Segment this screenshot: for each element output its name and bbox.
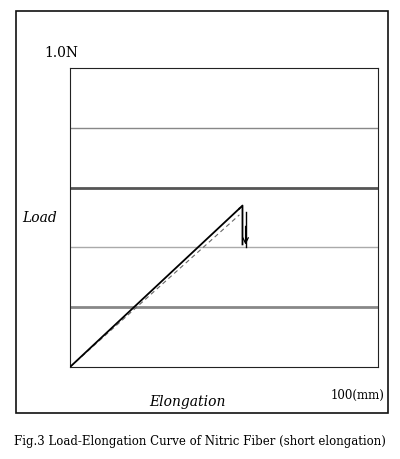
Text: 100(mm): 100(mm) [330,388,384,401]
Text: Fig.3 Load-Elongation Curve of Nitric Fiber (short elongation): Fig.3 Load-Elongation Curve of Nitric Fi… [14,435,386,448]
Text: Load: Load [22,211,56,225]
Text: Elongation: Elongation [149,394,225,408]
Text: 1.0N: 1.0N [44,46,78,60]
